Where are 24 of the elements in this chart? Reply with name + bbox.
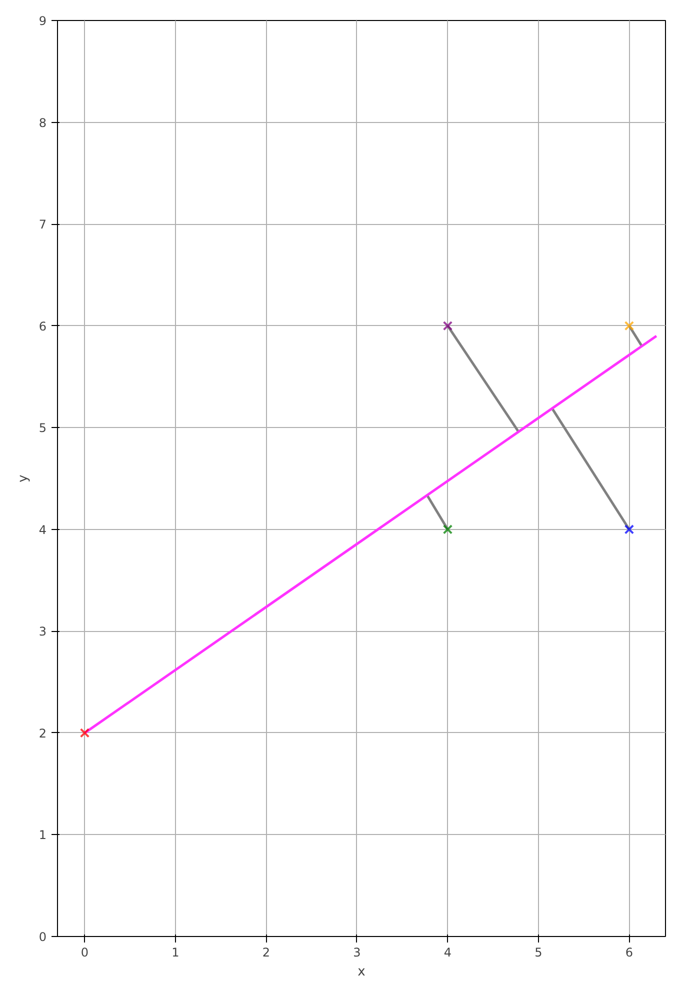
y-tick-label: 5 (38, 421, 47, 436)
x-tick-label: 0 (80, 946, 89, 960)
x-tick-label: 2 (262, 946, 270, 960)
x-tick-label: 3 (353, 946, 361, 960)
point (80, 728, 90, 738)
y-tick-label: 9 (38, 14, 47, 28)
point (624, 320, 634, 331)
y-tick-label: 3 (38, 624, 47, 639)
x-tick-label: 6 (625, 946, 634, 960)
y-tick-label: 8 (38, 116, 47, 130)
x-tick-label: 5 (534, 946, 542, 960)
point (442, 320, 453, 331)
x-tick-label: 1 (172, 946, 180, 960)
y-tick-label: 4 (38, 522, 47, 537)
y-tick-label: 7 (38, 218, 47, 232)
y-tick-label: 0 (38, 930, 47, 944)
y-tick-label: 2 (38, 726, 47, 740)
y-axis-title: y (16, 474, 31, 482)
point (442, 524, 453, 534)
x-axis-title: x (358, 964, 366, 980)
y-tick-label: 1 (38, 828, 47, 842)
x-tick-label: 4 (444, 946, 452, 960)
point (624, 524, 634, 534)
y-tick-label: 6 (38, 319, 47, 334)
